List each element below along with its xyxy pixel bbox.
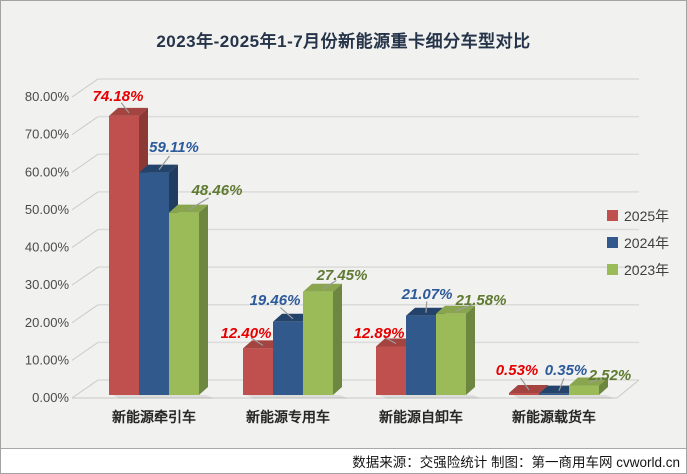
y-axis-tick [71,266,99,286]
bar-top-2023年-新能源专用车 [303,283,342,292]
label-leader-line [120,102,130,114]
bar-2024年-新能源载货车 [539,393,569,395]
data-label-2024年-新能源自卸车: 21.07% [401,286,453,303]
legend-item-2023: 2023年 [607,256,685,283]
data-label-2024年-新能源专用车: 19.46% [250,292,301,309]
bar-top-2024年-新能源牵引车 [139,164,178,173]
data-label-2025年-新能源牵引车: 74.18% [93,88,144,105]
bar-2023年-新能源载货车 [569,385,599,395]
bar-2025年-新能源牵引车 [109,115,139,395]
legend: 2025年 2024年 2023年 [607,202,685,283]
data-label-2023年-新能源牵引车: 48.46% [191,182,243,199]
y-axis-tick-label: 20.00% [25,315,70,330]
bar-2025年-新能源专用车 [243,348,273,395]
legend-swatch-2025-icon [607,210,618,221]
data-label-2023年-新能源载货车: 2.52% [588,367,632,384]
floor-right-edge [616,379,640,399]
y-axis-tick [71,341,99,361]
label-leader-line [383,336,397,345]
y-axis-tick [71,191,99,211]
legend-label-2023: 2023年 [624,261,670,278]
data-label-2025年-新能源专用车: 12.40% [221,325,272,342]
category-label-tractor: 新能源牵引车 [112,409,196,425]
label-leader-line [188,197,209,211]
data-label-2024年-新能源牵引车: 59.11% [149,139,199,156]
source-note: 数据来源：交强险统计 制图：第一商用车网 cvworld.cn [352,455,680,470]
bar-shadow [379,395,481,399]
chart-canvas: 0.00% 10.00% 20.00% 30.00% 40.00% 50.00% 60.00… [25,78,640,405]
label-leader-line [280,307,294,320]
bar-2024年-新能源专用车 [273,321,303,395]
bar-top-2024年-新能源载货车 [539,385,578,394]
y-axis-tick-label: 30.00% [25,277,70,292]
category-label-dump: 新能源自卸车 [379,409,463,425]
bar-side-2023年-新能源牵引车 [199,204,208,395]
y-axis-tick-label: 80.00% [25,89,70,104]
label-leader-line [558,378,565,391]
data-label-2025年-新能源自卸车: 12.89% [354,325,405,342]
bar-2023年-新能源牵引车 [169,212,199,395]
data-label-2023年-新能源自卸车: 21.58% [455,292,507,309]
legend-item-2025: 2025年 [607,202,685,229]
legend-label-2024: 2024年 [624,234,670,251]
y-axis-tick-label: 0.00% [32,390,69,405]
label-leader-line [250,337,264,346]
y-axis-tick [71,78,99,98]
y-axis-tick-label: 60.00% [25,164,70,179]
y-axis-tick [71,229,99,248]
y-axis-tick-label: 40.00% [25,240,70,255]
bar-2023年-新能源自卸车 [436,313,466,395]
bar-top-2023年-新能源牵引车 [169,204,208,213]
bar-2024年-新能源牵引车 [139,172,169,395]
category-label-cargo: 新能源载货车 [512,409,596,425]
chart-panel: 0.00% 10.00% 20.00% 30.00% 40.00% 50.00% 60.00… [1,1,686,449]
label-leader-line [425,301,428,313]
bar-shadow [246,395,348,399]
category-label-special: 新能源专用车 [246,409,330,425]
data-label-2024年-新能源载货车: 0.35% [545,362,588,379]
data-label-2025年-新能源载货车: 0.53% [496,362,539,379]
bar-shadow [112,395,214,399]
y-axis-tick-label: 70.00% [25,127,70,142]
chart-title: 2023年-2025年1-7月份新能源重卡细分车型对比 [156,32,531,51]
label-leader-line [588,377,604,384]
legend-item-2024: 2024年 [607,229,685,256]
data-label-2023年-新能源专用车: 27.45% [316,267,368,284]
y-axis-tick [71,153,99,173]
bar-side-2023年-新能源专用车 [333,283,342,395]
label-leader-line [158,155,170,170]
y-axis-tick [71,304,99,324]
legend-swatch-2023-icon [607,264,618,275]
label-leader-line [455,303,474,312]
label-leader-line [520,377,530,391]
bar-top-2025年-新能源自卸车 [376,338,415,347]
y-axis-tick-label: 10.00% [25,352,70,367]
bar-side-2023年-新能源载货车 [599,377,608,395]
legend-label-2025: 2025年 [624,207,670,224]
legend-swatch-2024-icon [607,237,618,248]
y-axis-tick-label: 50.00% [25,202,70,217]
bar-side-2023年-新能源自卸车 [466,305,475,395]
bar-2025年-新能源自卸车 [376,346,406,395]
source-strip: 数据来源：交强险统计 制图：第一商用车网 cvworld.cn [1,449,686,473]
y-axis-tick [71,379,99,399]
y-axis-tick [71,116,99,136]
label-leader-line [322,279,337,290]
bar-2023年-新能源专用车 [303,291,333,395]
bar-2024年-新能源自卸车 [406,315,436,395]
bar-2025年-新能源载货车 [509,393,539,395]
bar-shadow [512,395,614,399]
